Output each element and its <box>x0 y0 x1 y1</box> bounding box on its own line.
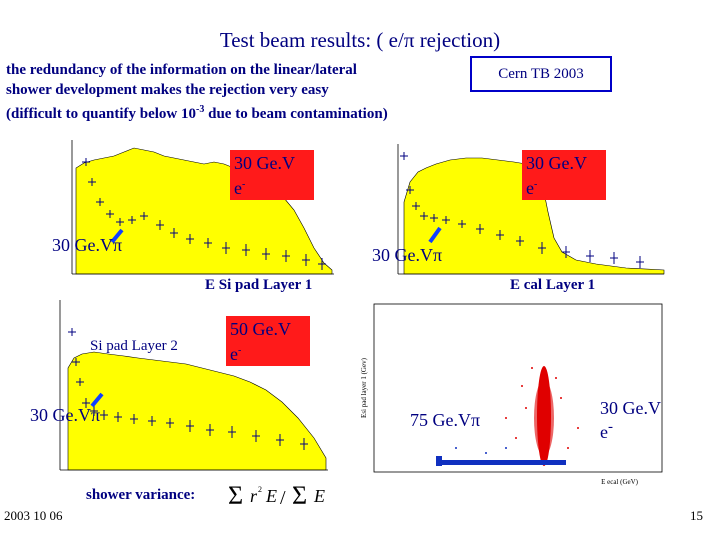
histogram-fill <box>75 147 333 275</box>
page-title: Test beam results: ( e/π rejection) <box>219 28 501 52</box>
electron-label-bottom-right: 30 Ge.V e- <box>600 398 661 442</box>
intro-line-1: the redundancy of the information on the… <box>6 62 357 78</box>
shower-variance-label: shower variance: <box>86 487 196 503</box>
electron-label-top-left: 30 Ge.V e- <box>230 150 314 200</box>
histogram-fill <box>67 351 327 471</box>
scatter-si-vs-ecal: Esi pad layer 1 (Gev) E ecal (GeV) <box>356 298 668 494</box>
electron-cluster <box>505 366 579 466</box>
data-points <box>82 158 326 270</box>
svg-text:E: E <box>265 486 277 506</box>
pion-label-top-left: 30 Ge.Vπ <box>52 235 123 255</box>
svg-text:r: r <box>250 486 258 506</box>
pion-band <box>436 447 566 466</box>
intro-line-3: (difficult to quantify below 10-3 due to… <box>6 104 388 122</box>
pion-arrow <box>428 226 442 244</box>
svg-text:2: 2 <box>258 485 262 494</box>
page-number: 15 <box>690 508 703 523</box>
si-pad-layer-2-label: Si pad Layer 2 <box>90 338 178 354</box>
svg-text:E: E <box>313 486 325 506</box>
shower-variance-formula: Σ r 2 E / Σ E <box>228 481 325 510</box>
pion-arrow <box>90 392 104 408</box>
pion-label-bottom-right: 75 Ge.Vπ <box>410 410 481 430</box>
footer-date: 2003 10 06 <box>4 508 63 523</box>
x-axis-label: E ecal (GeV) <box>601 478 639 486</box>
intro-text: the redundancy of the information on the… <box>6 60 388 124</box>
intro-line-2: shower development makes the rejection v… <box>6 82 329 98</box>
data-points <box>400 152 644 268</box>
caption-ecal-layer-1: E cal Layer 1 <box>510 277 596 293</box>
data-points <box>68 328 308 450</box>
cern-badge: Cern TB 2003 <box>470 56 612 92</box>
svg-text:/: / <box>280 487 286 509</box>
histogram-ecal-layer-1 <box>396 142 666 276</box>
electron-label-bottom-left: 50 Ge.V e- <box>226 316 310 366</box>
y-axis-label: Esi pad layer 1 (Gev) <box>360 357 368 418</box>
svg-text:Σ: Σ <box>292 481 307 510</box>
pion-arrow <box>110 228 124 244</box>
svg-text:Σ: Σ <box>228 481 243 510</box>
caption-si-pad-layer-1: E Si pad Layer 1 <box>205 277 313 293</box>
pion-label-bottom-left: 30 Ge.Vπ <box>30 405 101 425</box>
pion-label-top-right: 30 Ge.Vπ <box>372 245 443 265</box>
electron-label-top-right: 30 Ge.V e- <box>522 150 606 200</box>
